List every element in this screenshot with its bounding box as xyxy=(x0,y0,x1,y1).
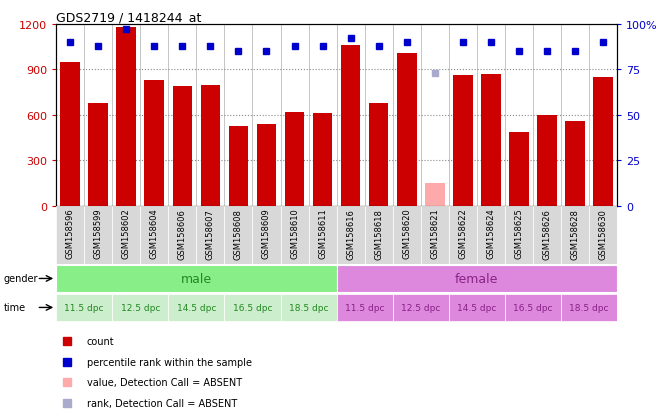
Text: GSM158596: GSM158596 xyxy=(65,208,75,259)
Bar xyxy=(84,206,112,264)
Text: GSM158625: GSM158625 xyxy=(514,208,523,259)
Text: GSM158607: GSM158607 xyxy=(206,208,215,259)
Bar xyxy=(112,206,140,264)
Bar xyxy=(116,28,136,206)
Text: 12.5 dpc: 12.5 dpc xyxy=(401,303,440,312)
Text: 14.5 dpc: 14.5 dpc xyxy=(177,303,216,312)
Bar xyxy=(449,206,477,264)
Text: gender: gender xyxy=(3,274,38,284)
Bar xyxy=(425,184,445,206)
Text: GSM158621: GSM158621 xyxy=(430,208,440,259)
Text: 12.5 dpc: 12.5 dpc xyxy=(121,303,160,312)
Text: GSM158624: GSM158624 xyxy=(486,208,496,259)
Bar xyxy=(505,206,533,264)
Bar xyxy=(337,265,617,293)
Text: GSM158609: GSM158609 xyxy=(262,208,271,259)
Text: GSM158599: GSM158599 xyxy=(94,208,103,259)
Bar xyxy=(309,206,337,264)
Text: 16.5 dpc: 16.5 dpc xyxy=(513,303,552,312)
Text: GSM158616: GSM158616 xyxy=(346,208,355,259)
Bar xyxy=(369,104,389,206)
Bar xyxy=(337,294,393,322)
Bar xyxy=(505,294,561,322)
Bar xyxy=(56,294,112,322)
Text: 14.5 dpc: 14.5 dpc xyxy=(457,303,496,312)
Text: GSM158618: GSM158618 xyxy=(374,208,383,259)
Text: 18.5 dpc: 18.5 dpc xyxy=(570,303,609,312)
Text: count: count xyxy=(87,336,115,346)
Text: value, Detection Call = ABSENT: value, Detection Call = ABSENT xyxy=(87,377,242,387)
Bar xyxy=(172,87,192,206)
Bar xyxy=(140,206,168,264)
Text: GSM158602: GSM158602 xyxy=(121,208,131,259)
Text: GSM158611: GSM158611 xyxy=(318,208,327,259)
Text: 11.5 dpc: 11.5 dpc xyxy=(65,303,104,312)
Bar xyxy=(393,206,421,264)
Text: time: time xyxy=(3,303,26,313)
Bar xyxy=(453,76,473,206)
Text: GSM158622: GSM158622 xyxy=(458,208,467,259)
Bar xyxy=(280,294,337,322)
Text: GSM158604: GSM158604 xyxy=(150,208,159,259)
Bar xyxy=(224,294,280,322)
Bar xyxy=(533,206,561,264)
Bar xyxy=(168,294,224,322)
Text: GSM158628: GSM158628 xyxy=(570,208,579,259)
Bar xyxy=(145,81,164,206)
Bar xyxy=(197,206,224,264)
Bar xyxy=(397,54,416,206)
Bar xyxy=(593,78,613,206)
Text: male: male xyxy=(181,272,212,285)
Bar xyxy=(280,206,309,264)
Bar xyxy=(168,206,197,264)
Text: GDS2719 / 1418244_at: GDS2719 / 1418244_at xyxy=(56,11,201,24)
Text: GSM158626: GSM158626 xyxy=(543,208,552,259)
Bar xyxy=(257,125,277,206)
Bar xyxy=(537,116,557,206)
Bar xyxy=(589,206,617,264)
Bar xyxy=(224,206,252,264)
Text: GSM158620: GSM158620 xyxy=(402,208,411,259)
Text: 18.5 dpc: 18.5 dpc xyxy=(289,303,328,312)
Bar xyxy=(509,132,529,206)
Bar xyxy=(201,85,220,206)
Bar xyxy=(313,114,333,206)
Text: 16.5 dpc: 16.5 dpc xyxy=(233,303,272,312)
Bar xyxy=(341,46,360,206)
Text: rank, Detection Call = ABSENT: rank, Detection Call = ABSENT xyxy=(87,398,237,408)
Text: GSM158608: GSM158608 xyxy=(234,208,243,259)
Text: GSM158610: GSM158610 xyxy=(290,208,299,259)
Bar xyxy=(60,63,80,206)
Bar xyxy=(228,126,248,206)
Bar xyxy=(252,206,280,264)
Text: percentile rank within the sample: percentile rank within the sample xyxy=(87,357,252,367)
Bar xyxy=(56,265,337,293)
Bar xyxy=(284,113,304,206)
Bar xyxy=(477,206,505,264)
Bar xyxy=(565,122,585,206)
Bar xyxy=(561,206,589,264)
Text: female: female xyxy=(455,272,498,285)
Bar xyxy=(393,294,449,322)
Bar xyxy=(421,206,449,264)
Bar xyxy=(561,294,617,322)
Text: GSM158630: GSM158630 xyxy=(599,208,608,259)
Bar xyxy=(337,206,365,264)
Bar xyxy=(481,75,501,206)
Bar xyxy=(112,294,168,322)
Bar xyxy=(88,104,108,206)
Text: 11.5 dpc: 11.5 dpc xyxy=(345,303,384,312)
Bar xyxy=(449,294,505,322)
Bar xyxy=(56,206,84,264)
Text: GSM158606: GSM158606 xyxy=(178,208,187,259)
Bar xyxy=(365,206,393,264)
